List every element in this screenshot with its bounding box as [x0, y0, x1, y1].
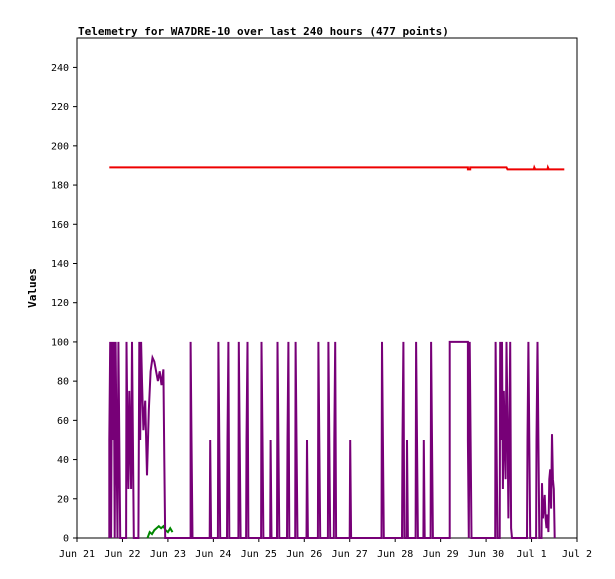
x-axis-ticks: Jun 21 Jun 22 Jun 23 Jun 24 Jun 25 Jun 26 Jun …: [59, 538, 592, 560]
x-tick-label: Jun 26: [286, 549, 322, 560]
y-tick-label: 0: [63, 534, 69, 545]
series-line-1: [109, 164, 565, 171]
y-tick-label: 60: [57, 416, 69, 427]
y-tick-label: 240: [51, 63, 69, 74]
x-tick-label: Jun 23: [150, 549, 186, 560]
y-tick-label: 120: [51, 298, 69, 309]
x-tick-label: Jun 21: [59, 549, 95, 560]
y-tick-label: 160: [51, 220, 69, 231]
y-tick-label: 20: [57, 494, 69, 505]
y-tick-label: 80: [57, 377, 69, 388]
x-tick-label: Jun 22: [104, 549, 140, 560]
chart-title: Telemetry for WA7DRE-10 over last 240 ho…: [78, 25, 449, 38]
y-axis-label: Values: [26, 268, 39, 308]
y-tick-label: 140: [51, 259, 69, 270]
x-tick-label: Jun 24: [195, 549, 231, 560]
x-tick-label: Jun 25: [241, 549, 277, 560]
y-tick-label: 100: [51, 337, 69, 348]
x-tick-label: Jul 1: [516, 549, 546, 560]
x-tick-label: Jun 27: [332, 549, 368, 560]
series-line-2: [146, 524, 174, 539]
x-tick-label: Jun 30: [468, 549, 504, 560]
x-tick-label: Jul 2: [562, 549, 592, 560]
y-tick-label: 220: [51, 102, 69, 113]
y-tick-label: 40: [57, 455, 69, 466]
x-tick-label: Jun 29: [423, 549, 459, 560]
y-tick-label: 180: [51, 181, 69, 192]
y-axis-ticks: 0 20 40 60 80 100 120 140 160 180 200 220 240: [51, 63, 77, 545]
series-layer: [108, 164, 565, 539]
x-tick-label: Jun 28: [377, 549, 413, 560]
y-tick-label: 200: [51, 141, 69, 152]
series-line-3: [108, 340, 556, 539]
